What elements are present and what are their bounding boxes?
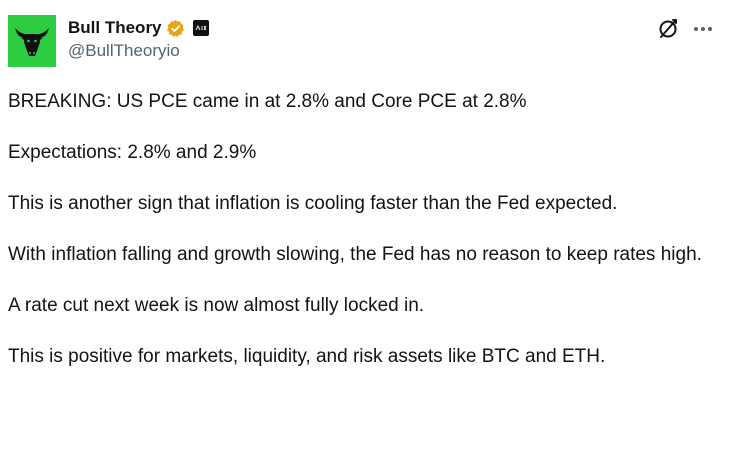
tweet-paragraph: Expectations: 2.8% and 2.9%: [8, 142, 257, 163]
tweet-paragraph: This is positive for markets, liquidity,…: [8, 346, 606, 367]
author-info: Bull Theory @BullTheoryio: [68, 17, 209, 61]
verified-badge-icon[interactable]: [166, 19, 185, 38]
grok-icon[interactable]: [656, 17, 680, 41]
tweet-paragraph: BREAKING: US PCE came in at 2.8% and Cor…: [8, 91, 527, 112]
tweet-header: Bull Theory @BullTheoryio: [8, 15, 729, 67]
tweet-paragraph: This is another sign that inflation is c…: [8, 193, 618, 214]
tweet-paragraph: With inflation falling and growth slowin…: [8, 244, 702, 265]
display-name[interactable]: Bull Theory: [68, 18, 162, 37]
avatar[interactable]: [8, 15, 56, 67]
bull-logo-icon: [15, 28, 49, 56]
affiliate-badge-icon[interactable]: [192, 20, 209, 36]
author-handle[interactable]: @BullTheoryio: [68, 41, 180, 60]
more-icon[interactable]: [691, 17, 715, 41]
name-row: Bull Theory: [68, 17, 209, 39]
tweet-paragraph: A rate cut next week is now almost fully…: [8, 295, 425, 316]
tweet-text: BREAKING: US PCE came in at 2.8% and Cor…: [8, 88, 729, 394]
